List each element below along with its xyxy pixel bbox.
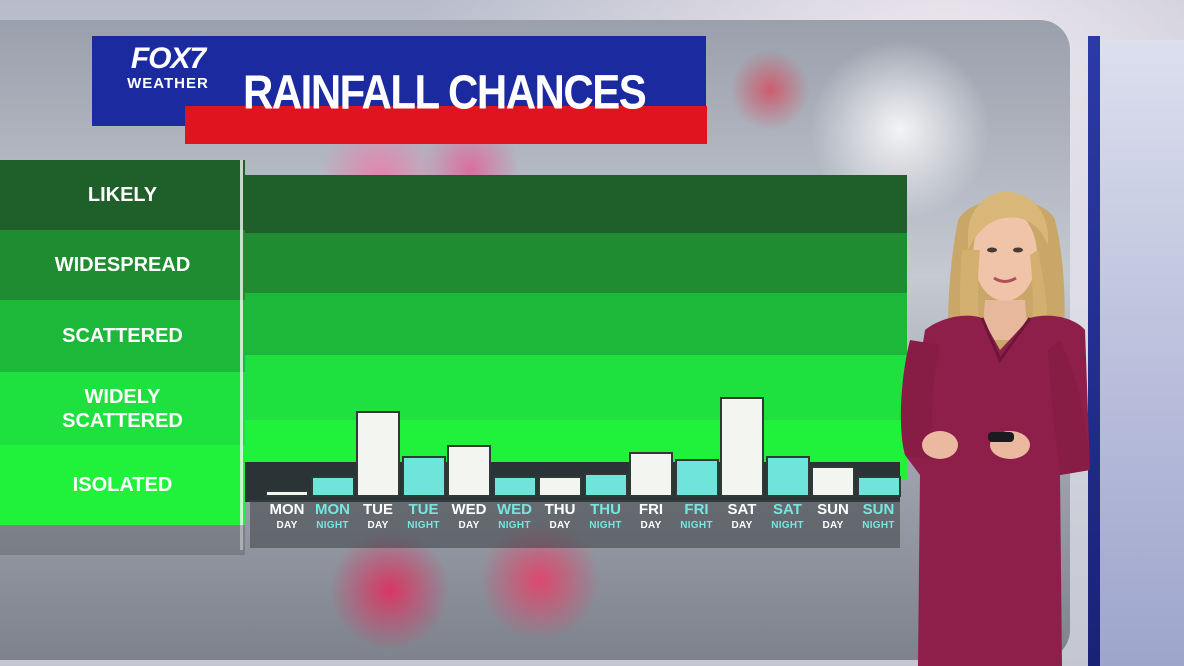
x-tick-period: NIGHT	[407, 520, 440, 531]
band-label: WIDELY SCATTERED	[0, 372, 245, 445]
x-tick-day: FRI	[684, 501, 709, 518]
band-label: ISOLATED	[0, 445, 245, 525]
x-tick-day: THU	[590, 501, 621, 518]
x-tick-label: MON DAY	[264, 501, 310, 532]
axis-divider	[240, 160, 243, 550]
x-tick-label: THU DAY	[537, 501, 583, 532]
x-tick-label: WED NIGHT	[492, 501, 538, 532]
x-tick-day: TUE	[408, 501, 439, 518]
x-tick-day: MON	[269, 501, 305, 518]
x-tick-period: DAY	[731, 520, 753, 531]
x-tick-period: DAY	[822, 520, 844, 531]
x-tick-period: NIGHT	[589, 520, 622, 531]
chart-bar	[856, 476, 901, 497]
plot-band	[245, 355, 907, 420]
x-tick-period: DAY	[458, 520, 480, 531]
x-tick-label: FRI DAY	[628, 501, 674, 532]
band-label: SCATTERED	[0, 300, 245, 372]
x-tick-label: TUE DAY	[355, 501, 401, 532]
x-tick-day: SUN	[817, 501, 849, 518]
chart-bar	[310, 476, 355, 497]
chart-bar	[720, 396, 764, 497]
chart-bar	[629, 452, 673, 497]
header-accent-stripe	[185, 106, 707, 144]
x-tick-day: MON	[315, 501, 350, 518]
station-logo: FOX7 WEATHER	[112, 42, 224, 102]
side-screen	[1100, 40, 1184, 666]
lower-left-panel	[0, 525, 245, 555]
x-tick-period: NIGHT	[680, 520, 713, 531]
x-tick-label: MON NIGHT	[310, 501, 356, 532]
x-tick-day: SUN	[862, 501, 895, 518]
plot-band	[245, 175, 907, 233]
page-title: RAINFALL CHANCES	[243, 64, 647, 119]
video-wall-edge	[1088, 36, 1100, 666]
plot-band	[245, 293, 907, 355]
x-tick-day: WED	[451, 501, 487, 518]
x-tick-period: NIGHT	[498, 520, 531, 531]
band-label: LIKELY	[0, 160, 245, 230]
chart-bar	[674, 459, 719, 497]
x-tick-period: DAY	[276, 520, 298, 531]
x-tick-label: SAT DAY	[719, 501, 765, 532]
plot-band	[245, 233, 907, 293]
x-tick-period: NIGHT	[771, 520, 804, 531]
x-tick-period: NIGHT	[862, 520, 895, 531]
chart-bar	[265, 490, 309, 497]
chart-bar	[765, 455, 810, 497]
chart-bar	[538, 476, 582, 497]
chart-bar	[492, 476, 537, 497]
chart-bar	[356, 410, 400, 497]
x-tick-day: TUE	[363, 501, 393, 518]
x-tick-label: FRI NIGHT	[674, 501, 720, 532]
x-tick-day: WED	[497, 501, 532, 518]
x-tick-day: FRI	[638, 501, 664, 518]
x-tick-period: NIGHT	[316, 520, 349, 531]
x-tick-label: SAT NIGHT	[765, 501, 811, 532]
x-tick-label: TUE NIGHT	[401, 501, 447, 532]
logo-sub-text: WEATHER	[127, 75, 209, 92]
x-tick-label: THU NIGHT	[583, 501, 629, 532]
x-tick-period: DAY	[367, 520, 389, 531]
x-tick-day: SAT	[727, 501, 757, 518]
x-tick-label: SUN NIGHT	[856, 501, 902, 532]
chart-bar	[401, 455, 446, 497]
logo-main-text: FOX7	[130, 42, 206, 75]
x-tick-day: THU	[544, 501, 576, 518]
x-tick-label: WED DAY	[446, 501, 492, 532]
x-tick-day: SAT	[773, 501, 802, 518]
x-tick-period: DAY	[640, 520, 662, 531]
chart-bar	[811, 465, 855, 497]
x-tick-period: DAY	[549, 520, 571, 531]
band-label: WIDESPREAD	[0, 230, 245, 300]
chart-bar	[583, 472, 628, 497]
x-tick-label: SUN DAY	[810, 501, 856, 532]
chart-bar	[447, 445, 491, 497]
x-axis-label-strip	[250, 500, 900, 548]
